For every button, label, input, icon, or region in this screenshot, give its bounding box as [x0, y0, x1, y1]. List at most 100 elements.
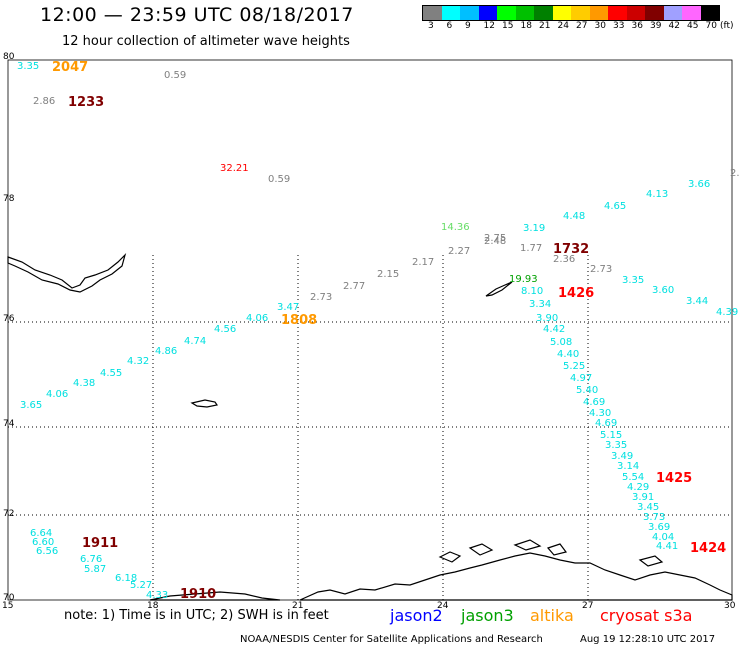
wave-height-label: 6.56 [36, 546, 59, 557]
wave-height-label: 2.73 [310, 292, 333, 303]
wave-height-label: 32.21 [220, 163, 249, 174]
wave-height-label: 3.14 [617, 461, 640, 472]
longitude-label: 21 [292, 601, 304, 611]
wave-height-label: 3.35 [622, 275, 645, 286]
legend-cryosat-s3a: cryosat s3a [600, 606, 693, 625]
wave-height-label: 3.34 [529, 299, 552, 310]
svalbard-coast [7, 252, 127, 293]
wave-height-label: 8.10 [521, 286, 544, 297]
wave-height-label: 3.49 [611, 451, 634, 462]
mainland-west-coast [149, 591, 281, 601]
wave-height-label: 1.77 [520, 243, 543, 254]
kong-karls-island [485, 281, 513, 297]
longitude-label: 27 [582, 601, 594, 611]
track-time-label: 1424 [690, 541, 727, 556]
legend-altika: altika [530, 606, 574, 625]
wave-height-label: 3.66 [688, 179, 711, 190]
scale-bin-label: 6 [446, 21, 453, 31]
wave-height-label: 4.40 [557, 349, 580, 360]
wave-height-label: 2.27 [448, 246, 471, 257]
mainland-north-coast [299, 552, 733, 601]
note-text: note: 1) Time is in UTC; 2) SWH is in fe… [64, 608, 329, 623]
scale-bin-label: 12 [483, 21, 495, 31]
wave-height-label: 4.32 [127, 356, 150, 367]
wave-height-label: 4.69 [595, 418, 618, 429]
wave-height-label: 2.86 [33, 96, 56, 107]
wave-height-label: 5.87 [84, 564, 107, 575]
longitude-label: 18 [147, 601, 159, 611]
wave-height-label: 4.41 [656, 541, 679, 552]
wave-height-label: 4.29 [627, 482, 650, 493]
track-time-label: 1911 [82, 536, 119, 551]
wave-height-label: 5.08 [550, 337, 573, 348]
track-time-label: 1233 [68, 95, 105, 110]
latitude-label: 70 [3, 593, 15, 603]
wave-height-label: 4.69 [583, 397, 606, 408]
scale-bin-18 [515, 6, 534, 20]
wave-height-label: 14.36 [441, 222, 470, 233]
longitude-label: 30 [724, 601, 736, 611]
wave-height-label: 2. [730, 168, 740, 179]
wave-height-label: 3.45 [637, 502, 660, 513]
latitude-label: 78 [3, 194, 15, 204]
wave-height-label: 4.39 [716, 307, 739, 318]
wave-height-label: 4.74 [184, 336, 207, 347]
scale-bin-70 [700, 6, 719, 20]
track-time-label: 2047 [52, 60, 89, 75]
wave-height-label: 3.35 [605, 440, 628, 451]
wave-height-label: 2.48 [484, 236, 507, 247]
scale-bin-36 [626, 6, 645, 20]
wave-height-label: 4.56 [214, 324, 237, 335]
wave-height-label: 4.33 [146, 590, 169, 601]
wave-height-label: 3.44 [686, 296, 709, 307]
graticule [8, 255, 732, 600]
scale-bin-label: 45 [687, 21, 699, 31]
scale-bin-24 [552, 6, 571, 20]
scale-bin-label: 24 [557, 21, 569, 31]
wave-height-label: 3.69 [648, 522, 671, 533]
scale-bin-label: 15 [502, 21, 514, 31]
wave-height-label: 4.86 [155, 346, 178, 357]
timestamp-text: Aug 19 12:28:10 UTC 2017 [580, 634, 716, 645]
wave-height-label: 2.75 [484, 233, 507, 244]
wave-height-label: 3.35 [17, 61, 40, 72]
wave-height-label: 4.06 [246, 313, 269, 324]
latitude-label: 80 [3, 52, 15, 62]
wave-height-label: 2.17 [412, 257, 435, 268]
wave-height-label: 5.25 [563, 361, 586, 372]
track-time-label: 1425 [656, 471, 693, 486]
wave-height-label: 3.65 [20, 400, 43, 411]
wave-height-label: 5.54 [622, 472, 645, 483]
scale-bin-15 [497, 6, 516, 20]
wave-height-label: 3.19 [523, 223, 546, 234]
map-subtitle: 12 hour collection of altimeter wave hei… [62, 34, 350, 49]
scale-bin-30 [589, 6, 608, 20]
scale-bin-label: 42 [668, 21, 680, 31]
units-note: note: 1) Time is in UTC; 2) SWH is in fe… [64, 608, 329, 623]
scale-bin-label: 27 [576, 21, 588, 31]
legend-jason2: jason2 [390, 606, 443, 625]
wave-height-label: 3.47 [277, 302, 300, 313]
wave-height-label: 5.27 [130, 580, 153, 591]
wave-height-label: 3.73 [643, 512, 666, 523]
latitude-label: 74 [3, 419, 15, 429]
wave-height-label: 4.06 [46, 389, 69, 400]
scale-bin-label: 70 [705, 21, 717, 31]
wave-height-label: 2.77 [343, 281, 366, 292]
scale-bin-9 [460, 6, 479, 20]
scale-bin-45 [682, 6, 701, 20]
wave-height-label: 4.65 [604, 201, 627, 212]
plot-frame [7, 59, 733, 601]
wave-height-label: 5.15 [600, 430, 623, 441]
bear-island [190, 399, 218, 408]
wave-height-label: 3.91 [632, 492, 655, 503]
wave-height-color-scale [422, 5, 720, 21]
track-time-label: 1910 [180, 587, 217, 602]
wave-height-label: 6.60 [32, 537, 55, 548]
scale-bin-label: 39 [650, 21, 662, 31]
scale-bin-42 [663, 6, 682, 20]
scale-bin-label: 36 [631, 21, 643, 31]
scale-bin-label: 21 [539, 21, 551, 31]
